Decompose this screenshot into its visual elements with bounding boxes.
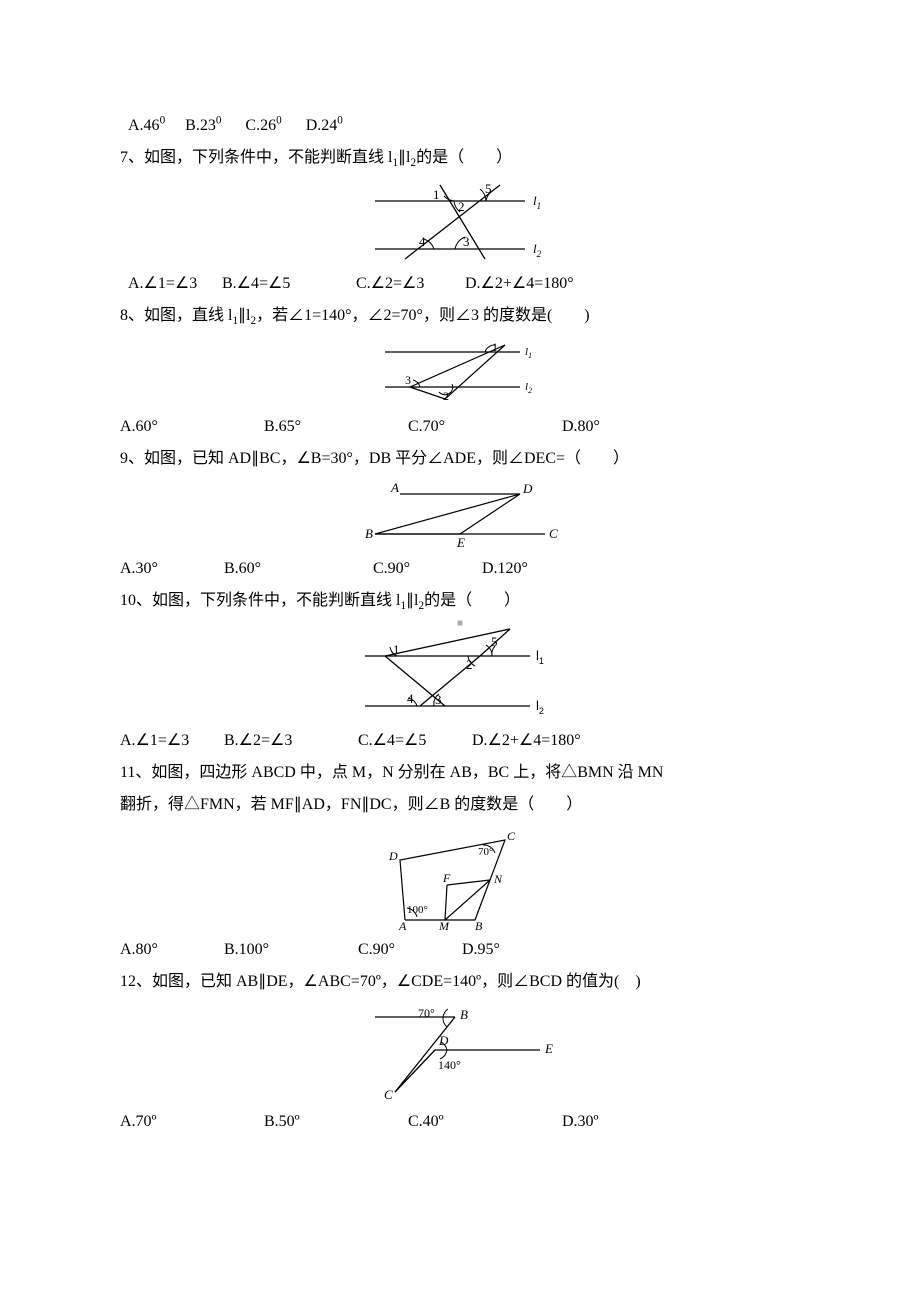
q11-options: A.80° B.100° C.90° D.95° [120, 934, 800, 966]
q11-labelN: N [493, 872, 503, 886]
q9-labelB: B [365, 526, 373, 541]
q9-stem: 9、如图，已知 AD∥BC，∠B=30°，DB 平分∠ADE，则∠DEC=（ ） [120, 443, 800, 475]
q12-labelD: D [438, 1033, 449, 1048]
q12-labelB: B [460, 1007, 468, 1022]
q7-angle5: 5 [485, 181, 492, 196]
q10-l2-label: l2 [536, 698, 544, 716]
q8-opt-c: C.70° [408, 411, 558, 443]
q11-ang100: 100° [407, 904, 428, 916]
q10-figure: ■ 1 2 3 4 5 [120, 621, 800, 725]
q10-angle2: 2 [466, 657, 473, 672]
q7-l1-label: l1 [533, 193, 541, 211]
q11-stem2: 翻折，得△FMN，若 MF∥AD，FN∥DC，则∠B 的度数是（ ） [120, 789, 800, 821]
q12-opt-b: B.50º [264, 1106, 404, 1138]
q11-labelC: C [507, 829, 516, 843]
q7-angle2: 2 [458, 199, 465, 214]
q12-ang140: 140° [438, 1058, 461, 1072]
q11-opt-b: B.100° [224, 934, 354, 966]
q11-stem1: 11、如图，四边形 ABCD 中，点 M，N 分别在 AB，BC 上，将△BMN… [120, 757, 800, 789]
q8-opt-a: A.60° [120, 411, 260, 443]
q6-opt-c: C.260 [245, 117, 281, 134]
q11-labelB: B [475, 919, 483, 930]
q11-labelA: A [398, 919, 407, 930]
q12-labelE: E [544, 1041, 553, 1056]
q12-opt-a: A.70º [120, 1106, 260, 1138]
q10-opt-b: B.∠2=∠3 [224, 725, 354, 757]
q10-angle1: 1 [393, 642, 400, 657]
q9-opt-c: C.90° [373, 553, 478, 585]
q12-options: A.70º B.50º C.40º D.30º [120, 1106, 800, 1138]
q10-angle4: 4 [407, 691, 414, 706]
q11-opt-d: D.95° [462, 934, 500, 966]
q6-opt-a: A.460 [128, 117, 165, 134]
q9-opt-b: B.60° [224, 553, 369, 585]
q10-l1-label: l1 [536, 648, 544, 666]
q11-labelD: D [388, 849, 398, 863]
q7-opt-a: A.∠1=∠3 [128, 268, 218, 300]
q7-angle3: 3 [463, 234, 470, 249]
q10-angle5: 5 [491, 634, 498, 649]
q7-angle4: 4 [419, 234, 426, 249]
q10-opt-d: D.∠2+∠4=180° [472, 725, 581, 757]
q8-options: A.60° B.65° C.70° D.80° [120, 411, 800, 443]
q12-figure: B E D C 70° 140° [120, 1002, 800, 1106]
q11-opt-c: C.90° [358, 934, 458, 966]
q8-opt-d: D.80° [562, 411, 600, 443]
q7-stem: 7、如图，下列条件中，不能判断直线 l1∥l2的是（ ） [120, 142, 800, 175]
q9-labelD: D [522, 481, 533, 496]
q6-opt-d: D.240 [306, 117, 343, 134]
q7-figure: 1 2 3 4 5 l1 l2 [120, 179, 800, 268]
q7-opt-c: C.∠2=∠3 [356, 268, 461, 300]
q7-opt-d: D.∠2+∠4=180° [465, 268, 574, 300]
q12-opt-c: C.40º [408, 1106, 558, 1138]
q8-l2-label: l2 [525, 381, 532, 395]
q8-angle1: 1 [492, 340, 498, 354]
q11-labelF: F [442, 871, 451, 885]
q6-options: A.460 B.230 C.260 D.240 [120, 110, 800, 142]
q9-labelE: E [456, 535, 465, 549]
q11-opt-a: A.80° [120, 934, 220, 966]
q10-stem: 10、如图，下列条件中，不能判断直线 l1∥l2的是（ ） [120, 585, 800, 618]
q8-opt-b: B.65° [264, 411, 404, 443]
q10-opt-a: A.∠1=∠3 [120, 725, 220, 757]
q7-l2-label: l2 [533, 241, 542, 259]
q8-angle2: 2 [443, 389, 449, 403]
q9-labelA: A [390, 480, 399, 495]
q12-opt-d: D.30º [562, 1106, 599, 1138]
q7-opt-b: B.∠4=∠5 [222, 268, 352, 300]
q11-figure: A B C D M N F 70° 100° [120, 825, 800, 934]
q10-angle3: 3 [435, 692, 442, 707]
q12-ang70: 70° [418, 1006, 435, 1020]
q8-l1-label: l1 [525, 346, 532, 360]
q10-opt-c: C.∠4=∠5 [358, 725, 468, 757]
q12-stem: 12、如图，已知 AB∥DE，∠ABC=70º，∠CDE=140º，则∠BCD … [120, 966, 800, 998]
q8-stem: 8、如图，直线 l1∥l2，若∠1=140°，∠2=70°，则∠3 的度数是( … [120, 300, 800, 333]
q10-options: A.∠1=∠3 B.∠2=∠3 C.∠4=∠5 D.∠2+∠4=180° [120, 725, 800, 757]
q12-labelC: C [384, 1087, 393, 1102]
q9-opt-d: D.120° [482, 553, 528, 585]
q9-opt-a: A.30° [120, 553, 220, 585]
q7-options: A.∠1=∠3 B.∠4=∠5 C.∠2=∠3 D.∠2+∠4=180° [120, 268, 800, 300]
q8-angle3: 3 [405, 373, 411, 387]
q9-figure: A D B C E [120, 479, 800, 553]
q9-labelC: C [549, 526, 558, 541]
q7-angle1: 1 [433, 187, 440, 202]
q9-options: A.30° B.60° C.90° D.120° [120, 553, 800, 585]
q6-opt-b: B.230 [185, 117, 221, 134]
q11-labelM: M [438, 919, 450, 930]
dot-icon: ■ [457, 619, 463, 629]
q8-figure: 1 2 3 l1 l2 [120, 337, 800, 411]
